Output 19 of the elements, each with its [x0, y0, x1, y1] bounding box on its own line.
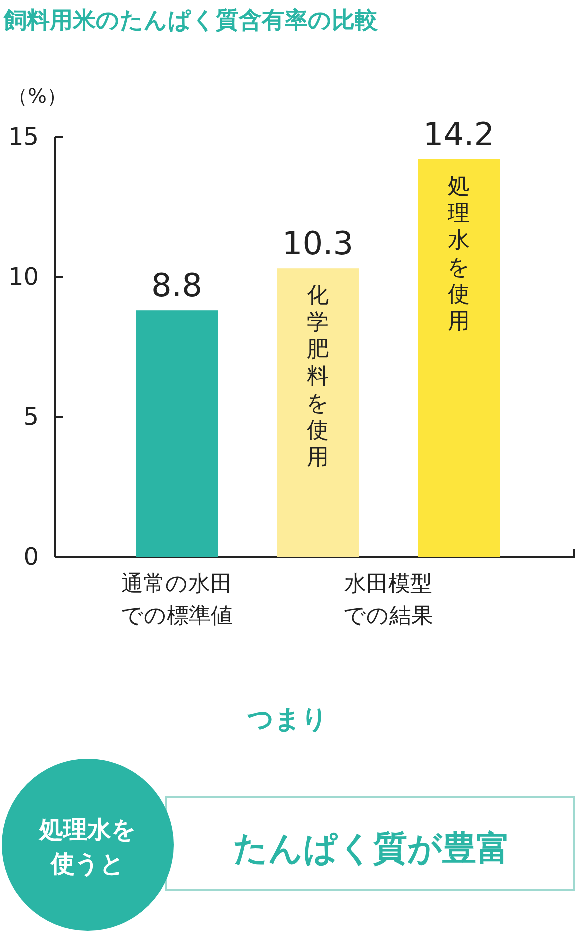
data-label: 10.3 — [282, 224, 354, 263]
chart-title: 飼料用米のたんぱく質含有率の比較 — [3, 7, 379, 34]
text: つまり — [248, 705, 328, 735]
y-axis-title: （%） — [8, 84, 68, 108]
data-label: 8.8 — [152, 266, 202, 305]
x-tick-label: 通常の水田での標準値 — [121, 572, 233, 629]
data-label: 14.2 — [423, 115, 495, 154]
bar — [418, 159, 500, 557]
y-tick-label: 0 — [24, 543, 39, 571]
y-tick-label: 15 — [8, 123, 39, 151]
bar — [136, 310, 218, 557]
x-tick-label: 化学肥料を使用 — [306, 284, 330, 471]
x-tick-label: 処理水を使用 — [448, 174, 470, 334]
y-tick-label: 5 — [24, 403, 39, 431]
text: 水田模型での結果 — [344, 572, 434, 629]
text: たんぱく質が豊富 — [234, 829, 510, 869]
text: 処理水を使うと — [38, 816, 136, 878]
bar — [277, 268, 359, 557]
y-tick-label: 10 — [8, 263, 39, 291]
